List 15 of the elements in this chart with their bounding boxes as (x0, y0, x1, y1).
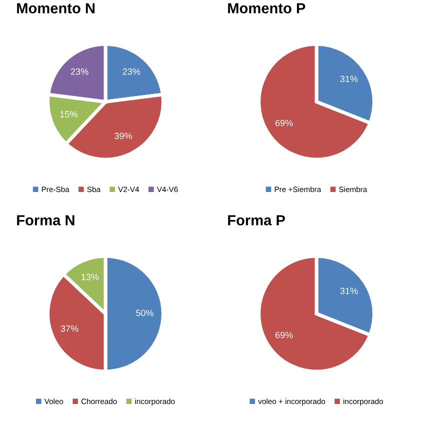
data-label: 31% (340, 76, 358, 82)
data-label: 69% (275, 120, 293, 126)
data-label: 13% (82, 274, 99, 280)
data-label: 50% (136, 310, 154, 316)
data-label: 23% (70, 68, 88, 75)
data-label: 37% (60, 325, 78, 332)
chart-title: Momento N (17, 3, 95, 14)
data-label: 23% (122, 68, 140, 75)
data-label: 31% (340, 288, 358, 294)
data-label: 69% (275, 332, 293, 338)
chart-title: Momento P (228, 3, 306, 14)
data-label: 39% (114, 132, 132, 140)
chart-title: Forma N (17, 215, 74, 226)
data-label: 15% (60, 111, 78, 118)
chart-title: Forma P (228, 215, 285, 226)
